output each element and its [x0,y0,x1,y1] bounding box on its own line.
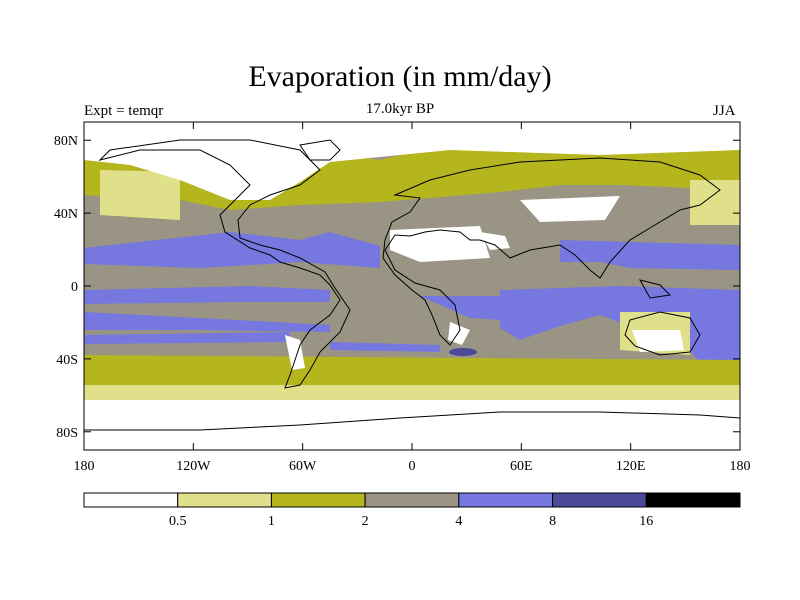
legend-label: 2 [362,514,369,529]
legend-swatch [552,492,647,508]
lon-tick-label: 0 [409,459,416,474]
legend-swatch [364,492,460,508]
legend-swatch [83,492,179,508]
legend-swatch [458,492,554,508]
season-label: JJA [713,103,736,119]
legend-label: 16 [639,514,653,529]
legend-swatch [645,492,741,508]
lon-tick-label: 180 [730,459,751,474]
lat-tick-label: 40S [56,353,78,368]
longitude-axis: 180 120W 60W 0 60E 120E 180 [74,122,751,474]
lat-tick-label: 0 [71,280,78,295]
legend-label: 1 [268,514,275,529]
color-legend: 0.5 1 2 4 8 16 [83,492,741,529]
map-subtitle: 17.0kyr BP [365,101,435,117]
lon-tick-label: 180 [74,459,95,474]
legend-label: 4 [455,514,462,529]
coastlines [84,139,740,431]
lon-tick-label: 60E [510,459,533,474]
legend-label: 8 [549,514,556,529]
legend-swatch [177,492,272,508]
evaporation-field [84,122,740,450]
lat-tick-label: 80N [54,134,78,149]
map-title: Evaporation (in mm/day) [248,60,552,93]
lat-tick-label: 80S [56,426,78,441]
lon-tick-label: 120E [616,459,646,474]
lat-tick-label: 40N [54,207,78,222]
latitude-axis: 80N 40N 0 40S 80S [54,134,740,441]
lon-tick-label: 120W [176,459,211,474]
lon-tick-label: 60W [289,459,317,474]
legend-swatch [270,492,366,508]
experiment-label: Expt = temqr [84,103,164,119]
legend-label: 0.5 [169,514,187,529]
